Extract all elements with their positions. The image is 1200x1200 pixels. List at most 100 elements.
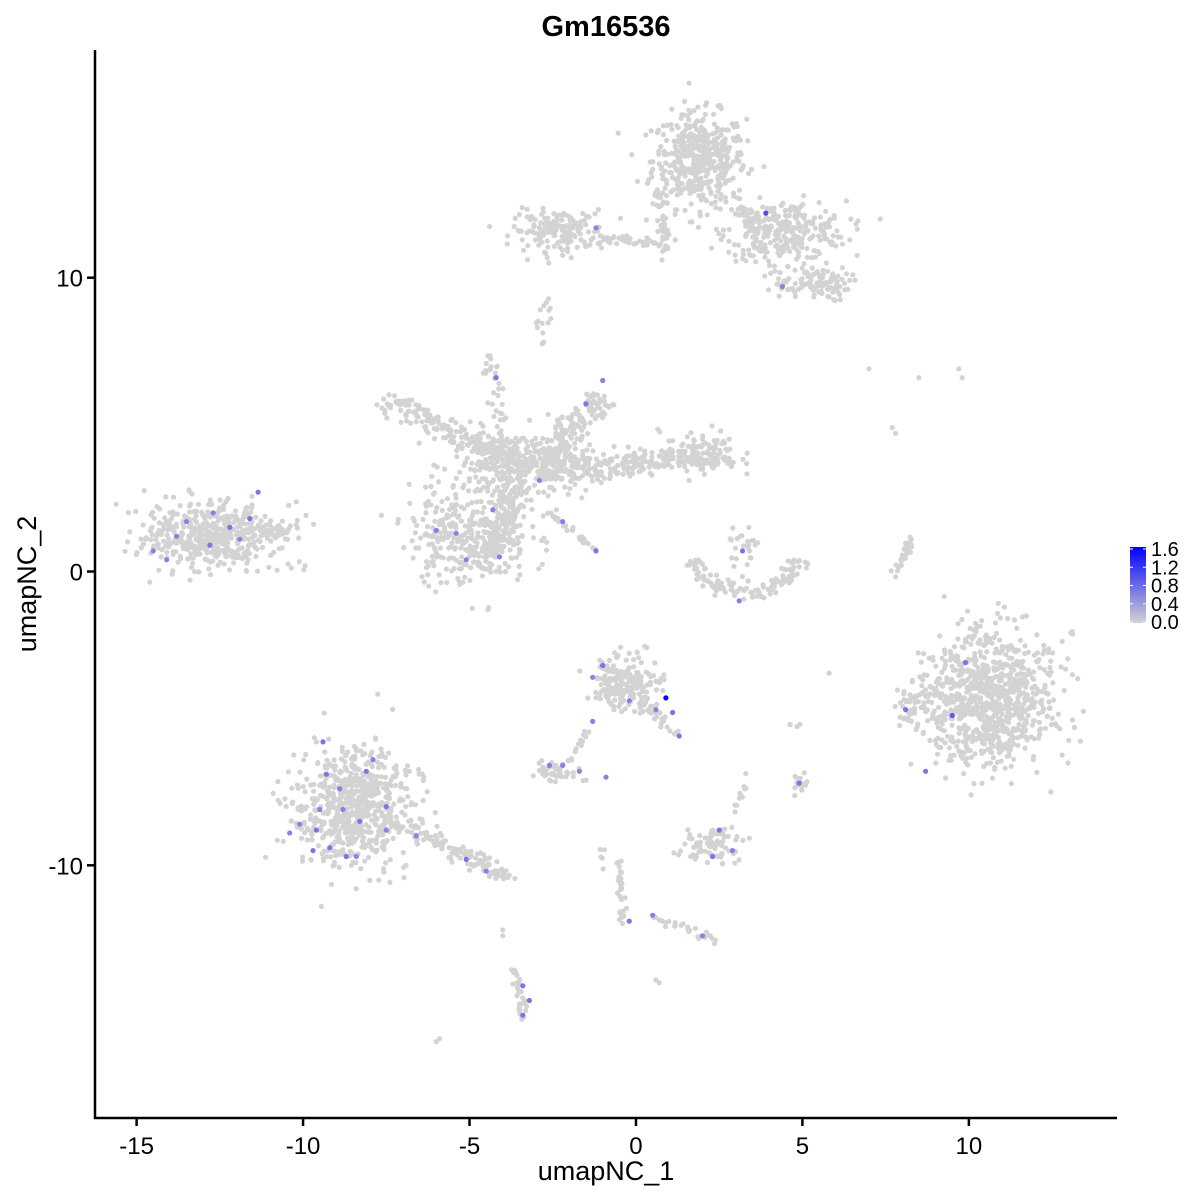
cell-point [936,704,942,711]
cell-point [258,518,264,524]
cell-point [698,455,704,461]
cell-point [1025,712,1031,719]
cell-point [1000,744,1006,750]
cell-point [816,289,822,295]
cell-point [453,492,459,498]
cell-point [321,848,327,854]
cell-point [770,210,777,216]
cell-point [817,237,823,243]
cell-point [983,632,989,638]
cell-point [987,684,993,690]
cell-point [814,269,820,275]
cell-point [408,802,414,808]
cell-point [227,567,233,573]
cell-point [373,840,380,846]
cell-point [1016,692,1022,698]
cell-point [838,234,844,240]
cell-point [525,243,531,249]
cell-point [745,138,751,144]
cell-point [342,779,348,785]
cell-point [369,749,375,755]
cell-point [600,452,607,458]
cell-point [551,211,557,217]
cell-point [122,548,128,554]
cell-point [210,558,216,564]
cell-point [614,453,620,460]
cell-point [518,491,524,498]
cell-point [410,555,416,561]
cell-point [356,788,362,794]
cell-point [348,775,354,781]
cell-point [371,820,378,826]
cell-point [402,767,408,773]
cell-point [1029,722,1035,728]
cell-point [192,569,198,575]
cell-point [701,566,708,572]
cell-point [360,796,366,802]
cell-point [318,903,324,910]
cell-point [937,693,943,699]
cell-point [973,620,979,627]
cell-point [274,567,280,573]
cell-point [190,560,196,566]
cell-point [763,229,769,235]
cell-point [320,793,326,799]
cell-point [816,233,822,239]
cell-point [202,556,208,562]
cell-point [706,166,712,172]
cell-point [435,479,442,485]
cell-point [809,265,815,271]
cell-point [716,150,722,156]
cell-point [746,524,752,531]
cell-point [311,735,317,741]
cell-point [466,488,472,494]
cell-point [480,535,486,541]
cell-point [551,461,557,467]
cell-point [679,459,686,465]
cell-point [241,553,248,559]
cell-point [892,703,898,710]
cell-point [660,123,666,129]
cell-point [674,181,680,187]
cell-point [290,799,296,805]
cell-point [428,483,434,490]
cell-point [229,513,235,519]
cell-point [349,833,355,840]
cell-point [780,200,786,206]
cell-point [732,545,739,551]
cell-point [192,525,198,531]
cell-point [727,536,733,542]
cell-point [336,864,342,871]
cell-point [926,655,932,661]
cell-point [1061,687,1067,694]
cell-point [1025,667,1032,673]
cell-point [304,837,310,843]
cell-point [295,806,301,813]
cell-point [540,513,546,519]
cell-point [707,146,713,152]
cell-point [583,222,589,228]
cell-point [173,540,179,546]
cell-point [469,536,475,542]
cell-point [446,433,452,439]
cell-point [499,437,505,443]
cell-point [543,299,549,306]
cell-point [679,181,685,187]
cell-point [187,577,193,583]
cell-point [586,467,592,473]
cell-point [827,279,833,285]
cell-point [577,231,583,237]
cell-point [458,566,464,572]
cell-point [678,115,684,121]
cell-point [950,667,957,674]
cell-point [600,415,606,421]
cell-point [763,223,769,229]
cell-point [828,285,834,291]
cell-point [991,634,997,641]
cell-point [682,453,688,459]
cell-point [211,551,217,557]
cell-point [734,154,740,160]
cell-point [206,566,212,572]
cell-point [839,241,846,247]
cell-point [854,252,860,258]
